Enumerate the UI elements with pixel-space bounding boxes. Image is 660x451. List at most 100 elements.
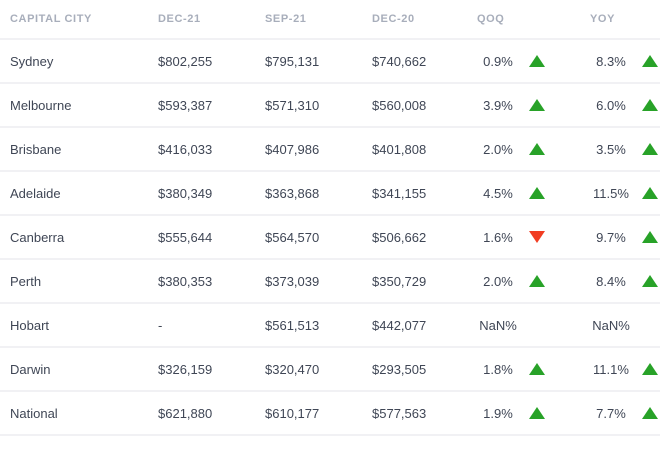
qoq-value: 3.9%: [483, 97, 513, 113]
cell-yoy: 8.4%: [590, 274, 660, 289]
yoy-trend-icon: [642, 187, 658, 199]
table-row: Brisbane $416,033 $407,986 $401,808 2.0%…: [0, 128, 660, 172]
qoq-trend-icon: [529, 407, 545, 419]
table-row: Hobart - $561,513 $442,077 NaN% NaN%: [0, 304, 660, 348]
cell-capital-city: Melbourne: [10, 97, 72, 113]
cell-sep-21-value: $561,513: [265, 317, 320, 333]
cell-sep-21-value: $320,470: [265, 361, 320, 377]
column-header-capital-city: CAPITAL CITY: [10, 13, 92, 25]
column-header-dec-20: DEC-20: [372, 13, 415, 25]
cell-capital-city: Darwin: [10, 361, 51, 377]
table-row: National $621,880 $610,177 $577,563 1.9%…: [0, 392, 660, 436]
cell-qoq: 4.5%: [477, 186, 590, 201]
yoy-trend-icon: [642, 231, 658, 243]
column-header-dec-21: DEC-21: [158, 13, 201, 25]
qoq-trend-icon: [529, 187, 545, 199]
cell-qoq: 1.9%: [477, 406, 590, 421]
cell-dec-21-value: $593,387: [158, 97, 213, 113]
cell-yoy: 9.7%: [590, 230, 660, 245]
cell-capital-city: Canberra: [10, 229, 65, 245]
cell-dec-21-value: $326,159: [158, 361, 213, 377]
cell-dec-21-value: $380,353: [158, 273, 213, 289]
cell-sep-21-value: $363,868: [265, 185, 320, 201]
cell-sep-21-value: $564,570: [265, 229, 320, 245]
yoy-trend-icon: [642, 55, 658, 67]
cell-sep-21-value: $610,177: [265, 405, 320, 421]
table-row: Darwin $326,159 $320,470 $293,505 1.8% 1…: [0, 348, 660, 392]
table-row: Sydney $802,255 $795,131 $740,662 0.9% 8…: [0, 40, 660, 84]
cell-dec-21-value: -: [158, 317, 163, 333]
yoy-value: 11.1%: [593, 361, 629, 377]
qoq-trend-icon: [529, 55, 545, 67]
cell-dec-21-value: $380,349: [158, 185, 213, 201]
qoq-value: 2.0%: [483, 273, 513, 289]
qoq-value: 0.9%: [483, 53, 513, 69]
qoq-value: 1.8%: [483, 361, 513, 377]
cell-yoy: 7.7%: [590, 406, 660, 421]
table-header: CAPITAL CITY DEC-21 SEP-21 DEC-20 QOQ YO…: [0, 0, 660, 40]
yoy-trend-icon: [642, 407, 658, 419]
cell-sep-21-value: $407,986: [265, 141, 320, 157]
qoq-trend-icon: [529, 143, 545, 155]
cell-capital-city: Sydney: [10, 53, 54, 69]
cell-yoy: NaN%: [590, 318, 660, 333]
cell-capital-city: Brisbane: [10, 141, 62, 157]
yoy-value: 8.3%: [596, 53, 626, 69]
yoy-trend-icon: [642, 143, 658, 155]
property-prices-table: CAPITAL CITY DEC-21 SEP-21 DEC-20 QOQ YO…: [0, 0, 660, 436]
cell-sep-21-value: $571,310: [265, 97, 320, 113]
cell-sep-21-value: $795,131: [265, 53, 320, 69]
cell-dec-21-value: $621,880: [158, 405, 213, 421]
column-header-qoq: QOQ: [477, 13, 505, 25]
cell-dec-20-value: $293,505: [372, 361, 427, 377]
cell-dec-20-value: $506,662: [372, 229, 427, 245]
qoq-trend-icon: [529, 99, 545, 111]
yoy-value: 7.7%: [596, 405, 626, 421]
yoy-value: 6.0%: [596, 97, 626, 113]
cell-yoy: 8.3%: [590, 54, 660, 69]
table-row: Melbourne $593,387 $571,310 $560,008 3.9…: [0, 84, 660, 128]
cell-dec-20-value: $740,662: [372, 53, 427, 69]
cell-dec-21-value: $555,644: [158, 229, 213, 245]
cell-capital-city: Perth: [10, 273, 42, 289]
cell-dec-20-value: $442,077: [372, 317, 427, 333]
yoy-value: 11.5%: [593, 185, 629, 201]
yoy-trend-icon: [642, 275, 658, 287]
cell-qoq: 0.9%: [477, 54, 590, 69]
yoy-trend-icon: [642, 363, 658, 375]
cell-dec-20-value: $560,008: [372, 97, 427, 113]
table-row: Adelaide $380,349 $363,868 $341,155 4.5%…: [0, 172, 660, 216]
cell-capital-city: National: [10, 405, 58, 421]
table-row: Perth $380,353 $373,039 $350,729 2.0% 8.…: [0, 260, 660, 304]
yoy-value: NaN%: [592, 317, 630, 333]
cell-capital-city: Adelaide: [10, 185, 61, 201]
cell-yoy: 6.0%: [590, 98, 660, 113]
qoq-trend-icon: [529, 363, 545, 375]
qoq-value: 4.5%: [483, 185, 513, 201]
qoq-trend-icon: [529, 275, 545, 287]
column-header-yoy: YOY: [590, 13, 616, 25]
yoy-trend-icon: [642, 99, 658, 111]
cell-sep-21-value: $373,039: [265, 273, 320, 289]
yoy-value: 9.7%: [596, 229, 626, 245]
qoq-value: 1.9%: [483, 405, 513, 421]
cell-yoy: 11.5%: [590, 186, 660, 201]
cell-yoy: 11.1%: [590, 362, 660, 377]
yoy-value: 8.4%: [596, 273, 626, 289]
qoq-value: 1.6%: [483, 229, 513, 245]
table-row: Canberra $555,644 $564,570 $506,662 1.6%…: [0, 216, 660, 260]
cell-qoq: 3.9%: [477, 98, 590, 113]
cell-dec-21-value: $802,255: [158, 53, 213, 69]
table-body: Sydney $802,255 $795,131 $740,662 0.9% 8…: [0, 40, 660, 436]
cell-qoq: 2.0%: [477, 274, 590, 289]
yoy-value: 3.5%: [596, 141, 626, 157]
qoq-trend-icon: [529, 231, 545, 243]
qoq-value: NaN%: [479, 317, 517, 333]
cell-dec-20-value: $350,729: [372, 273, 427, 289]
cell-qoq: 2.0%: [477, 142, 590, 157]
cell-yoy: 3.5%: [590, 142, 660, 157]
cell-dec-20-value: $577,563: [372, 405, 427, 421]
cell-qoq: 1.6%: [477, 230, 590, 245]
cell-dec-20-value: $341,155: [372, 185, 427, 201]
cell-qoq: 1.8%: [477, 362, 590, 377]
